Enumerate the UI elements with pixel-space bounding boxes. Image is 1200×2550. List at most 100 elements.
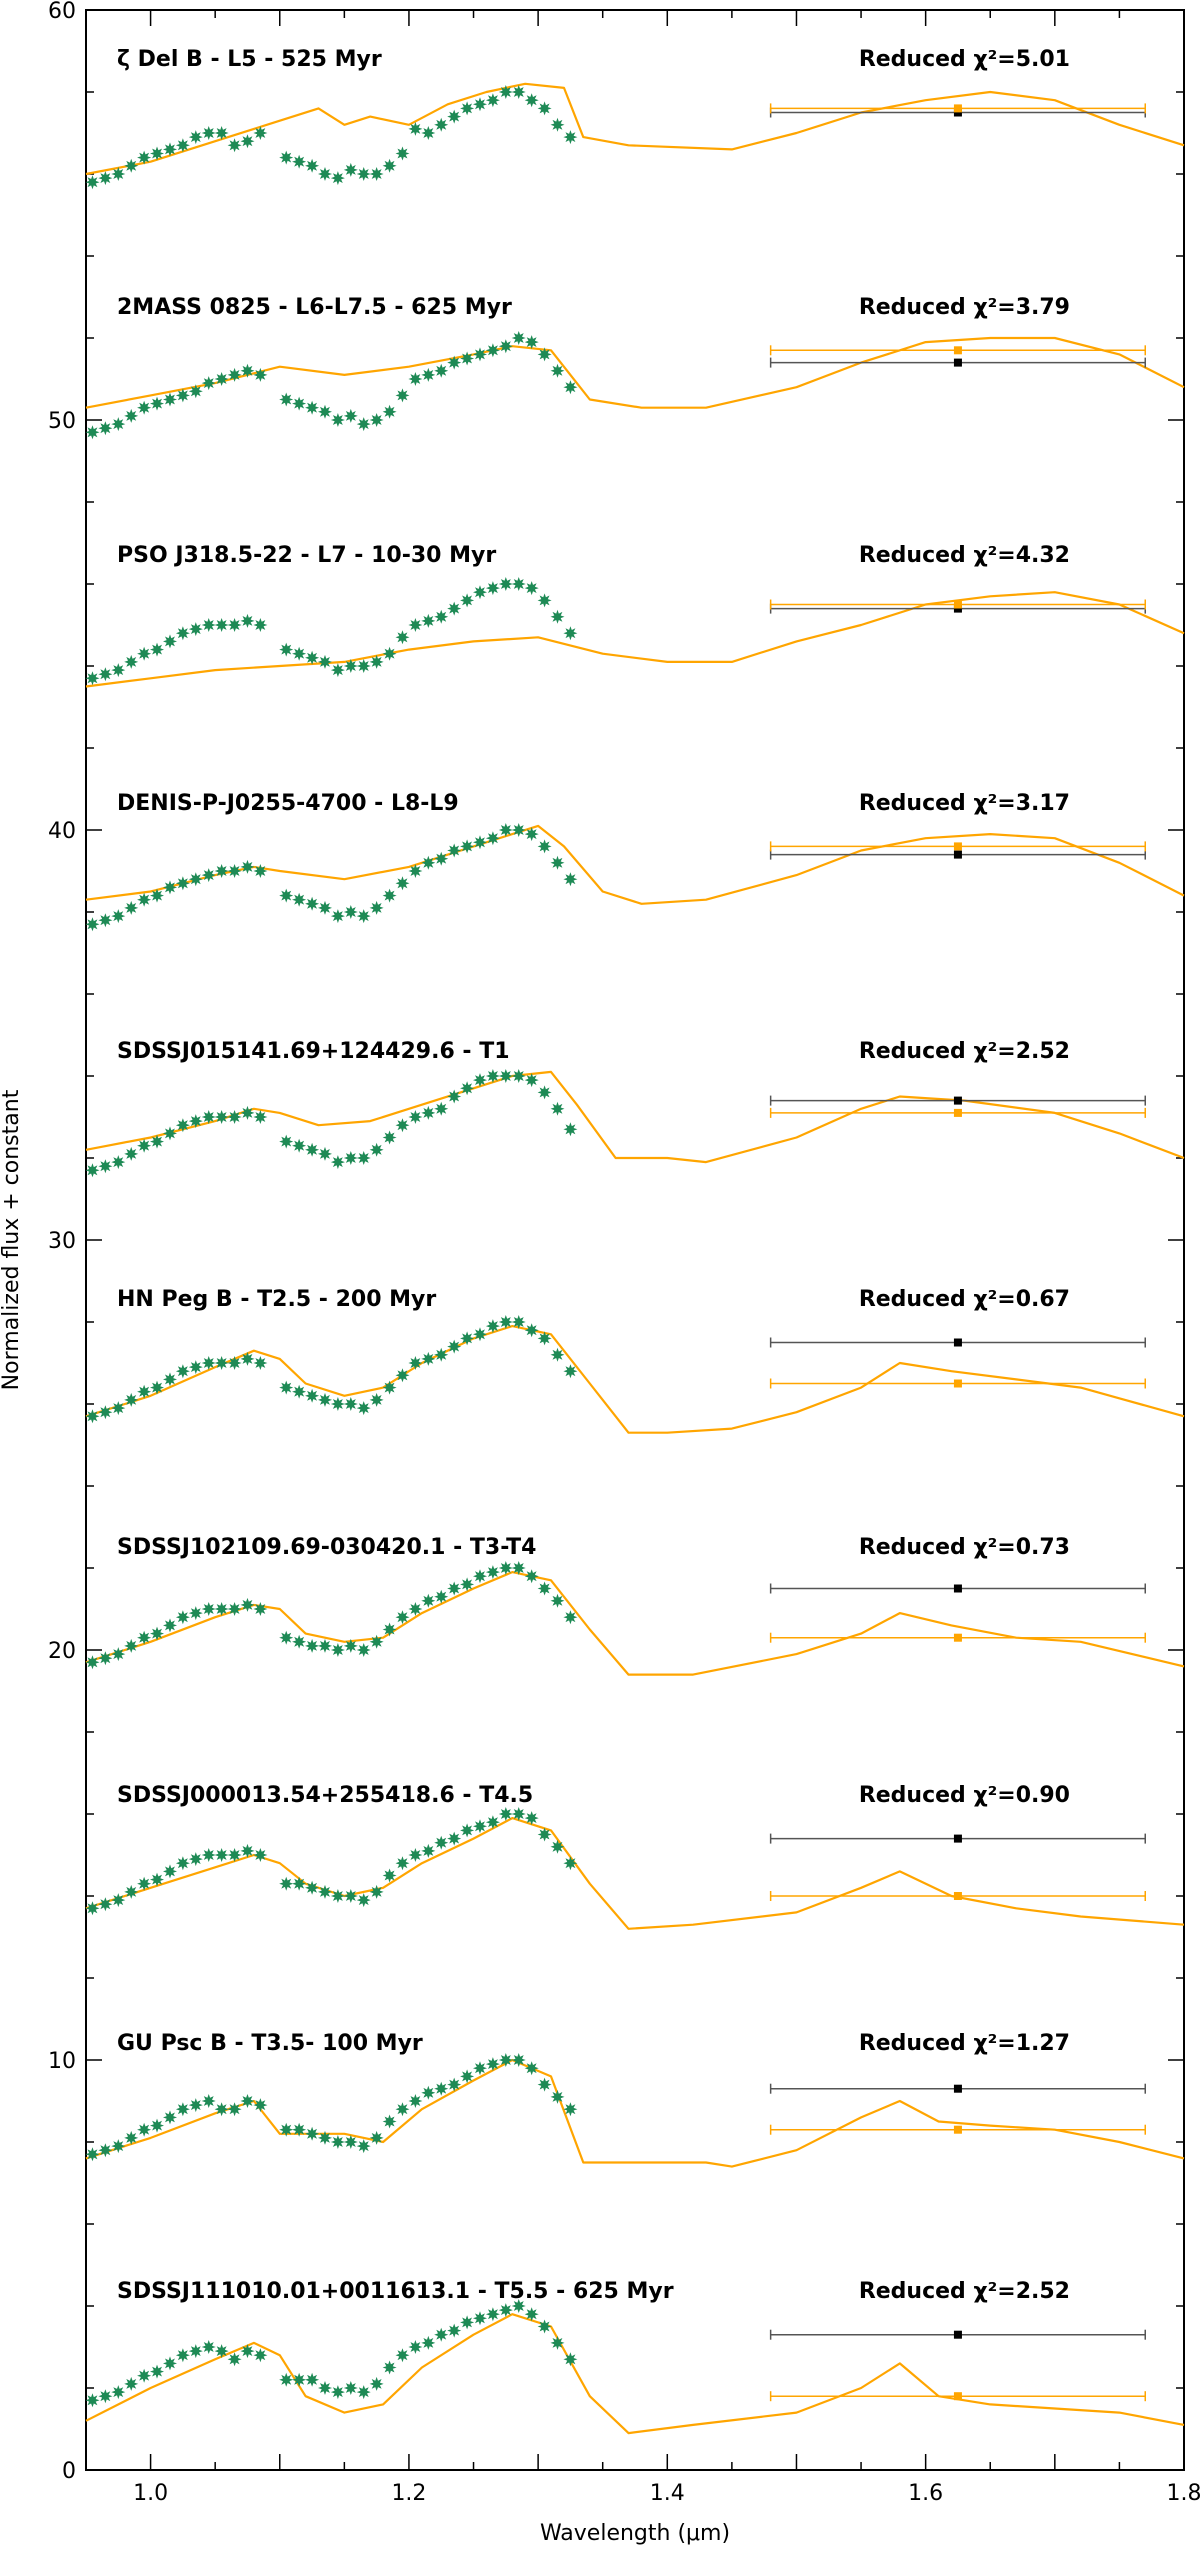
data-point [253, 1848, 268, 1862]
data-point [460, 1331, 475, 1346]
data-point [98, 1159, 113, 1174]
x-tick-label: 1.6 [908, 2481, 943, 2506]
data-point [485, 1815, 500, 1830]
data-point [511, 2299, 526, 2313]
data-point [369, 167, 384, 181]
data-point [150, 396, 164, 411]
data-point [382, 2114, 397, 2129]
data-point [473, 1327, 487, 1342]
observed-band-bar-marker [953, 604, 962, 613]
data-point [356, 167, 371, 181]
data-point [524, 1811, 539, 1826]
data-point [318, 900, 332, 915]
data-point [98, 1651, 113, 1666]
data-point [279, 2122, 294, 2137]
data-point [111, 663, 126, 678]
data-point [343, 1638, 358, 1653]
data-point [421, 2085, 436, 2100]
data-point [382, 1130, 397, 1145]
data-point [240, 2094, 255, 2108]
x-tick-label: 1.8 [1167, 2481, 1200, 2506]
data-point [98, 2143, 113, 2158]
data-point [150, 1626, 164, 1641]
data-point [550, 1347, 565, 1362]
data-point [305, 158, 320, 173]
data-point [434, 2081, 449, 2096]
data-point [227, 1110, 242, 1124]
data-point [150, 1134, 164, 1149]
data-point [421, 613, 436, 628]
data-point [343, 659, 358, 673]
data-point [305, 896, 320, 911]
series-name: SDSSJ102109.69-030420.1 - T3-T4 [117, 1535, 536, 1560]
data-point [550, 1839, 565, 1854]
data-point [318, 2130, 332, 2145]
data-point [498, 85, 513, 99]
data-point [369, 1884, 384, 1899]
data-point [305, 1142, 320, 1157]
data-point [292, 646, 307, 661]
chi2-label: Reduced χ²=0.90 [859, 1783, 1070, 1808]
model-curve [85, 2313, 1185, 2435]
data-point [227, 864, 242, 878]
data-point [460, 2315, 475, 2330]
data-point [511, 331, 526, 345]
data-point [175, 388, 190, 403]
data-point [150, 2118, 164, 2133]
data-point [85, 917, 100, 932]
data-point [163, 2110, 177, 2125]
data-point [421, 2335, 436, 2350]
data-point [98, 421, 113, 436]
data-point [485, 2307, 500, 2322]
data-point [550, 855, 565, 870]
data-point [85, 2393, 100, 2408]
data-point [343, 408, 358, 423]
data-point [137, 400, 152, 415]
data-point [447, 355, 462, 370]
data-point [240, 2344, 255, 2359]
data-point [485, 1319, 500, 1334]
data-point [292, 396, 307, 411]
data-point [421, 1105, 436, 1120]
data-point [537, 1827, 552, 1842]
data-point [563, 2102, 578, 2117]
data-point [137, 1384, 152, 1399]
data-point [498, 577, 513, 591]
data-point [163, 2356, 177, 2371]
data-point [369, 2376, 384, 2391]
data-point [163, 880, 177, 895]
data-point [485, 2057, 500, 2072]
series-name: ζ Del B - L5 - 525 Myr [117, 47, 382, 72]
data-point [188, 130, 203, 145]
model-curve [85, 591, 1185, 688]
data-point [382, 404, 397, 419]
data-point [305, 650, 320, 665]
data-point [382, 888, 397, 903]
data-point [498, 2053, 513, 2067]
chi2-label: Reduced χ²=3.79 [859, 295, 1070, 320]
y-tick-label: 10 [48, 2049, 76, 2074]
y-tick-label: 50 [48, 409, 76, 434]
data-point [537, 101, 552, 116]
model-band-bar-marker [953, 1633, 962, 1642]
spectrum-series: HN Peg B - T2.5 - 200 Myr Reduced χ²=0.67 [85, 1287, 1185, 1434]
data-point [98, 667, 113, 682]
data-point [524, 827, 539, 842]
data-point [111, 1893, 126, 1908]
data-point [550, 1101, 565, 1116]
series-name: SDSSJ000013.54+255418.6 - T4.5 [117, 1783, 533, 1808]
chi2-label: Reduced χ²=1.27 [859, 2031, 1070, 2056]
data-point [124, 408, 139, 423]
spectrum-series: SDSSJ111010.01+0011613.1 - T5.5 - 625 My… [85, 2279, 1185, 2435]
data-point [201, 2340, 216, 2354]
series-name: HN Peg B - T2.5 - 200 Myr [117, 1287, 436, 1312]
data-point [460, 839, 475, 854]
data-point [240, 613, 255, 628]
series-name: SDSSJ015141.69+124429.6 - T1 [117, 1039, 510, 1064]
data-point [188, 1114, 203, 1129]
data-point [498, 1069, 513, 1083]
model-curve [85, 1816, 1185, 1930]
data-point [214, 1356, 229, 1370]
data-point [485, 1565, 500, 1580]
data-point [395, 876, 410, 891]
